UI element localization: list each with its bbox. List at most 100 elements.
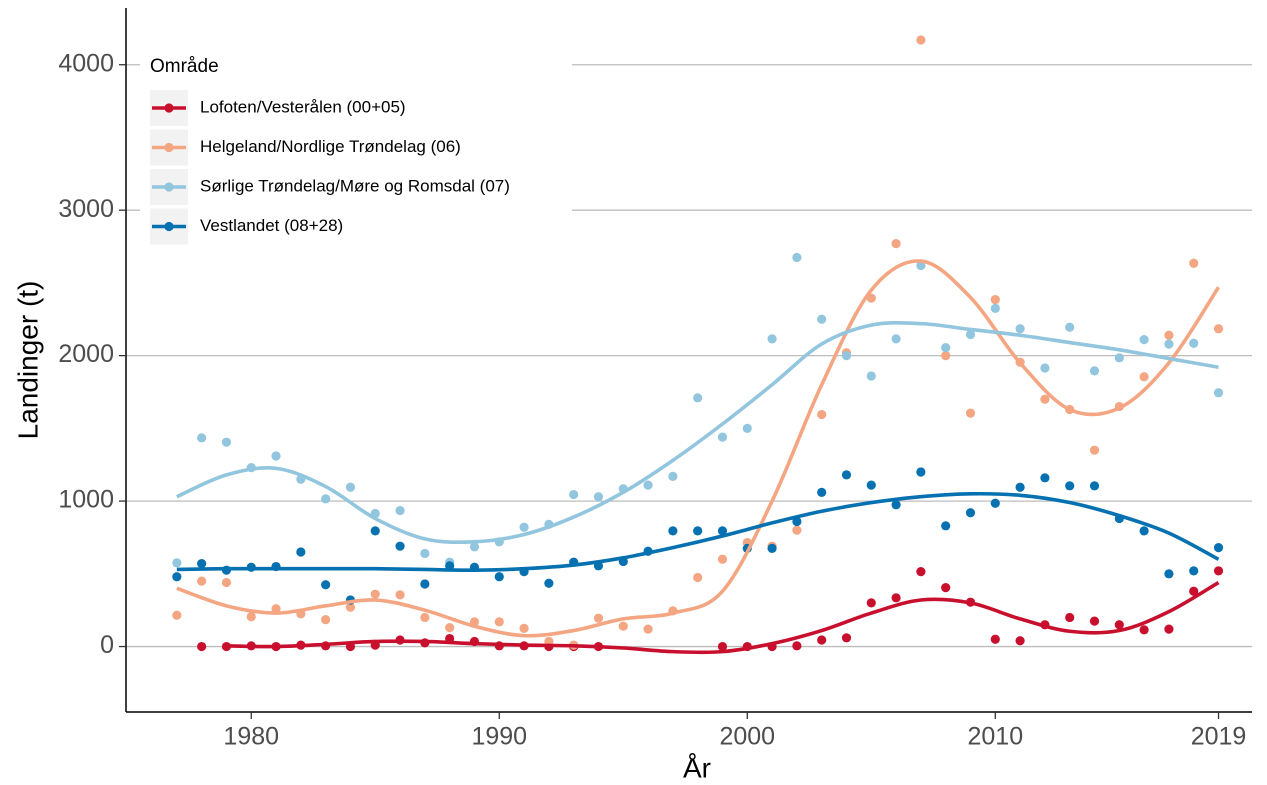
data-point bbox=[1015, 482, 1025, 492]
data-point bbox=[717, 554, 728, 564]
data-point bbox=[767, 543, 777, 553]
data-point bbox=[941, 343, 951, 353]
y-tick-label: 1000 bbox=[58, 486, 114, 514]
data-point bbox=[593, 613, 604, 623]
data-point bbox=[321, 494, 331, 504]
data-point bbox=[420, 548, 430, 559]
trend-line bbox=[176, 321, 1219, 545]
data-point bbox=[618, 621, 628, 631]
data-point bbox=[1213, 324, 1224, 334]
data-point bbox=[1139, 526, 1149, 536]
data-point bbox=[990, 498, 1000, 508]
data-point bbox=[271, 604, 281, 614]
data-point bbox=[345, 602, 356, 612]
x-tick-label: 2000 bbox=[719, 723, 775, 751]
y-tick-label: 0 bbox=[100, 631, 114, 659]
trend-line bbox=[176, 491, 1220, 572]
axes: 0 1000 2000 3000 4000 1980 1990 2000 2010 2019 bbox=[58, 49, 1246, 750]
data-point bbox=[1213, 388, 1224, 398]
data-point bbox=[643, 480, 653, 490]
data-point bbox=[172, 558, 182, 568]
data-point bbox=[296, 547, 306, 557]
data-point bbox=[1139, 625, 1149, 635]
data-point bbox=[693, 572, 703, 583]
data-point bbox=[593, 492, 604, 502]
data-point bbox=[197, 641, 207, 652]
data-point bbox=[370, 589, 380, 599]
data-point bbox=[1015, 324, 1025, 334]
data-point bbox=[1040, 394, 1050, 404]
data-point bbox=[370, 526, 380, 536]
data-point bbox=[941, 351, 951, 361]
data-point bbox=[965, 408, 976, 418]
data-point bbox=[1164, 569, 1174, 579]
data-point bbox=[1189, 258, 1199, 268]
data-point bbox=[1189, 338, 1199, 348]
data-point bbox=[172, 610, 182, 620]
data-point bbox=[767, 334, 777, 344]
data-point bbox=[693, 393, 703, 403]
y-tick-label: 3000 bbox=[58, 195, 114, 223]
data-point bbox=[990, 634, 1000, 644]
data-point bbox=[494, 572, 504, 582]
data-point bbox=[395, 541, 405, 551]
data-point bbox=[494, 617, 504, 627]
data-point bbox=[643, 624, 653, 634]
data-point bbox=[221, 437, 232, 447]
legend-label: Lofoten/Vesterålen (00+05) bbox=[200, 97, 406, 116]
data-point bbox=[990, 303, 1000, 313]
data-point bbox=[891, 334, 901, 344]
data-point bbox=[345, 482, 356, 492]
data-point bbox=[792, 252, 802, 263]
data-point bbox=[445, 623, 455, 633]
data-point bbox=[1089, 366, 1100, 376]
data-point bbox=[965, 329, 976, 340]
data-point bbox=[1065, 322, 1075, 332]
data-point bbox=[717, 641, 728, 652]
data-point bbox=[916, 567, 926, 577]
data-point bbox=[197, 559, 207, 569]
data-point bbox=[1213, 543, 1224, 553]
data-point bbox=[569, 489, 579, 500]
trend-line bbox=[176, 259, 1221, 638]
x-tick-label: 2019 bbox=[1191, 723, 1247, 751]
data-point bbox=[395, 590, 405, 600]
data-point bbox=[420, 612, 430, 623]
data-point bbox=[1040, 473, 1050, 483]
y-tick-label: 4000 bbox=[58, 49, 114, 77]
y-axis-title: Landinger (t) bbox=[12, 281, 43, 440]
data-point bbox=[1089, 616, 1100, 626]
data-point bbox=[321, 615, 331, 625]
data-point bbox=[271, 451, 281, 461]
data-point bbox=[668, 526, 678, 536]
data-point bbox=[197, 433, 207, 443]
data-point bbox=[1213, 566, 1224, 576]
data-point bbox=[1189, 566, 1199, 576]
legend-dot bbox=[164, 182, 174, 192]
data-point bbox=[1015, 636, 1025, 646]
data-point bbox=[817, 314, 827, 324]
data-point bbox=[866, 371, 876, 381]
data-point bbox=[916, 35, 926, 45]
data-point bbox=[941, 583, 951, 593]
legend: Område Lofoten/Vesterålen (00+05) Helgelan… bbox=[140, 45, 572, 251]
data-point bbox=[221, 577, 232, 588]
data-point bbox=[1040, 363, 1050, 373]
data-point bbox=[817, 635, 827, 645]
data-point bbox=[891, 593, 901, 603]
data-point bbox=[841, 633, 852, 643]
data-point bbox=[1114, 353, 1124, 363]
data-point bbox=[519, 623, 529, 633]
data-point bbox=[469, 542, 480, 552]
data-point bbox=[519, 522, 529, 532]
trend-line bbox=[226, 580, 1220, 655]
x-axis-title: År bbox=[683, 752, 711, 783]
data-point bbox=[965, 508, 976, 518]
data-point bbox=[1139, 372, 1149, 382]
data-point bbox=[866, 480, 876, 490]
legend-background bbox=[140, 45, 572, 251]
legend-dot bbox=[164, 103, 174, 113]
data-point bbox=[990, 295, 1000, 305]
data-point bbox=[1189, 586, 1199, 596]
